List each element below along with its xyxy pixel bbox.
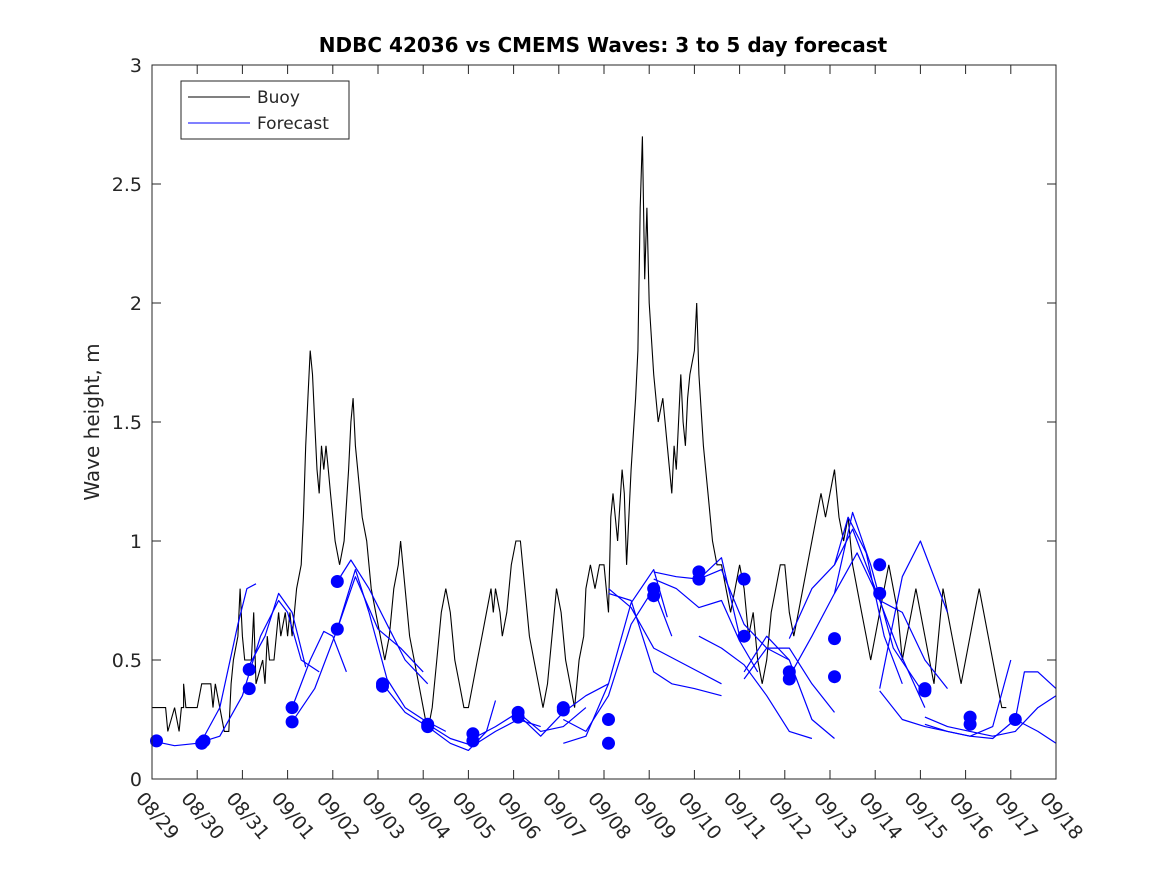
forecast-series bbox=[151, 511, 1057, 752]
forecast-point bbox=[828, 632, 841, 646]
forecast-point bbox=[511, 710, 525, 724]
forecast-line bbox=[743, 647, 835, 713]
forecast-line bbox=[698, 568, 790, 661]
forecast-line bbox=[336, 576, 424, 673]
forecast-point bbox=[466, 734, 480, 748]
forecast-point bbox=[150, 734, 163, 748]
forecast-point bbox=[602, 736, 615, 750]
y-tick-label: 2.5 bbox=[112, 174, 142, 196]
forecast-line bbox=[472, 707, 587, 740]
forecast-line bbox=[653, 578, 759, 673]
forecast-point bbox=[963, 717, 977, 731]
forecast-point bbox=[556, 703, 570, 717]
forecast-line bbox=[788, 516, 903, 685]
forecast-line bbox=[201, 583, 257, 742]
forecast-line bbox=[788, 511, 921, 689]
forecast-point bbox=[197, 734, 211, 748]
legend: Buoy Forecast bbox=[180, 80, 350, 140]
forecast-point bbox=[782, 672, 796, 686]
forecast-point bbox=[647, 589, 661, 603]
forecast-line bbox=[833, 552, 948, 689]
forecast-point bbox=[242, 682, 256, 696]
y-tick-label: 1.5 bbox=[112, 412, 142, 434]
forecast-line bbox=[879, 540, 949, 689]
y-tick-label: 2 bbox=[130, 293, 142, 315]
y-axis-label: Wave height, m bbox=[80, 343, 104, 500]
forecast-point bbox=[330, 622, 344, 636]
forecast-point bbox=[376, 679, 389, 693]
forecast-line bbox=[608, 592, 722, 697]
forecast-point bbox=[873, 586, 887, 600]
forecast-line bbox=[1014, 671, 1057, 720]
forecast-point bbox=[737, 629, 751, 643]
forecast-line bbox=[924, 695, 1057, 737]
forecast-line bbox=[924, 718, 1057, 744]
chart-title: NDBC 42036 vs CMEMS Waves: 3 to 5 day fo… bbox=[319, 33, 888, 57]
forecast-point bbox=[1008, 713, 1022, 726]
forecast-line bbox=[743, 635, 835, 739]
plot-area bbox=[152, 65, 1056, 779]
y-axis: 0 0.5 1 1.5 2 2.5 3 bbox=[112, 55, 1056, 791]
y-tick-label: 3 bbox=[130, 55, 142, 77]
forecast-point bbox=[737, 572, 751, 586]
forecast-point bbox=[828, 670, 841, 684]
forecast-line bbox=[608, 588, 722, 685]
y-tick-label: 0 bbox=[130, 769, 142, 791]
forecast-markers bbox=[150, 558, 1022, 750]
forecast-line bbox=[246, 592, 307, 670]
forecast-point bbox=[602, 713, 615, 726]
forecast-point bbox=[242, 663, 256, 676]
forecast-line bbox=[833, 528, 926, 708]
forecast-point bbox=[692, 572, 706, 586]
forecast-point bbox=[330, 575, 344, 588]
forecast-point bbox=[285, 715, 299, 729]
y-tick-label: 0.5 bbox=[112, 650, 142, 672]
legend-label-forecast: Forecast bbox=[257, 114, 329, 134]
forecast-point bbox=[285, 701, 299, 715]
forecast-line bbox=[291, 568, 447, 732]
y-tick-label: 1 bbox=[130, 531, 142, 553]
forecast-line bbox=[563, 568, 668, 744]
forecast-line bbox=[291, 630, 347, 708]
forecast-point bbox=[873, 558, 887, 572]
forecast-point bbox=[918, 684, 932, 698]
forecast-point bbox=[421, 720, 435, 734]
legend-label-buoy: Buoy bbox=[257, 88, 300, 108]
legend-box bbox=[180, 80, 350, 140]
forecast-line bbox=[336, 559, 429, 685]
forecast-line bbox=[698, 635, 813, 740]
